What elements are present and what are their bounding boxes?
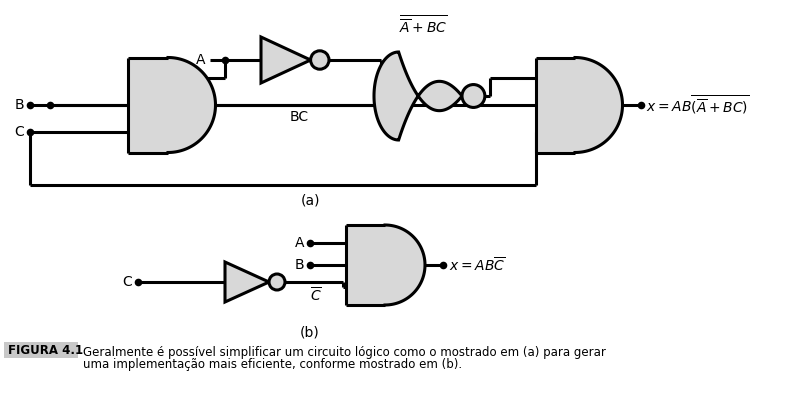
- Text: A: A: [195, 53, 205, 67]
- Wedge shape: [385, 225, 425, 305]
- FancyBboxPatch shape: [4, 342, 78, 358]
- Text: Geralmente é possível simplificar um circuito lógico como o mostrado em (a) para: Geralmente é possível simplificar um cir…: [83, 346, 606, 359]
- Text: BC: BC: [290, 110, 309, 124]
- Circle shape: [311, 51, 329, 69]
- Circle shape: [269, 274, 285, 290]
- Text: $\overline{\overline{A}+BC}$: $\overline{\overline{A}+BC}$: [399, 14, 447, 36]
- Text: $x = AB\overline{(\overline{A}+BC)}$: $x = AB\overline{(\overline{A}+BC)}$: [646, 94, 750, 116]
- Text: FIGURA 4.1: FIGURA 4.1: [8, 344, 83, 356]
- Text: $\overline{C}$: $\overline{C}$: [310, 286, 321, 304]
- Wedge shape: [168, 58, 215, 152]
- Text: A: A: [295, 236, 304, 250]
- Text: C: C: [15, 125, 24, 139]
- Text: uma implementação mais eficiente, conforme mostrado em (b).: uma implementação mais eficiente, confor…: [83, 358, 462, 371]
- Polygon shape: [261, 37, 311, 83]
- Circle shape: [462, 84, 485, 108]
- Text: (a): (a): [300, 193, 320, 207]
- Text: C: C: [122, 275, 132, 289]
- Polygon shape: [346, 225, 385, 305]
- Text: (b): (b): [300, 326, 320, 340]
- Polygon shape: [225, 262, 269, 302]
- Polygon shape: [536, 58, 575, 152]
- Text: $x = AB\overline{C}$: $x = AB\overline{C}$: [449, 256, 505, 274]
- Wedge shape: [575, 58, 622, 152]
- Polygon shape: [374, 52, 462, 140]
- Polygon shape: [128, 58, 168, 152]
- Text: B: B: [295, 258, 304, 272]
- Text: B: B: [15, 98, 24, 112]
